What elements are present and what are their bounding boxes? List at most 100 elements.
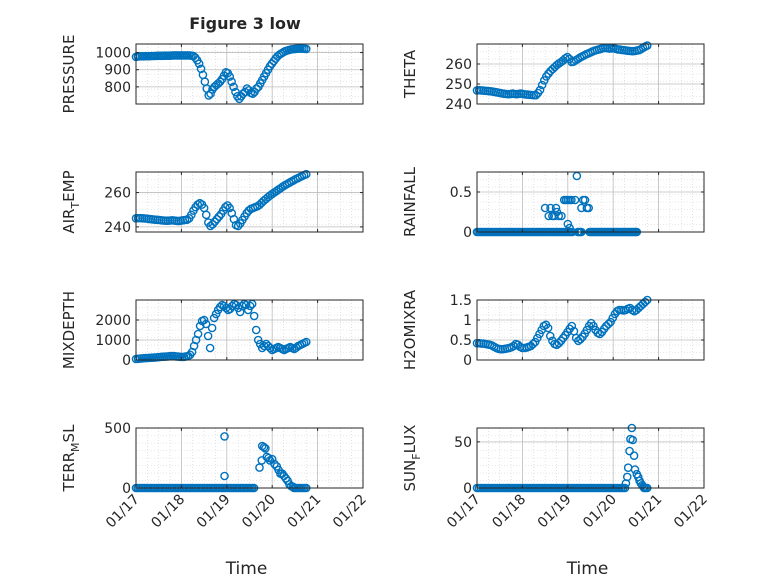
data-point <box>636 44 646 54</box>
data-point <box>554 211 564 221</box>
data-point <box>563 52 572 62</box>
data-point <box>551 203 561 213</box>
data-point <box>227 77 236 87</box>
data-point <box>204 91 213 100</box>
data-point <box>640 297 650 307</box>
y-tick-label: 0 <box>463 353 472 369</box>
data-point <box>557 211 566 221</box>
data-point <box>554 338 564 348</box>
data-point <box>243 305 253 315</box>
data-point <box>584 203 593 213</box>
data-point <box>580 195 590 205</box>
data-point <box>251 325 261 335</box>
data-point <box>288 482 298 492</box>
figure-title: Figure 3 low <box>189 14 301 33</box>
data-point <box>231 87 240 97</box>
subplot-6: 0 0.5 1 1.5 H2OMIXRA <box>401 289 705 370</box>
data-point <box>215 302 225 312</box>
data-point <box>193 329 203 339</box>
y-axis-label: THETA <box>401 49 419 99</box>
subplot-3: 240 260 AIRTEMP <box>60 169 364 236</box>
data-point <box>629 451 639 460</box>
y-tick-label: 260 <box>104 186 131 202</box>
data-point <box>245 301 255 311</box>
data-point <box>560 54 570 63</box>
y-axis-label: PRESSURE <box>60 35 78 114</box>
data-point <box>208 219 217 229</box>
data-point <box>205 343 215 353</box>
data-point <box>221 202 230 212</box>
data-point <box>630 465 640 474</box>
y-tick-label: 0 <box>122 353 131 369</box>
data-point <box>244 206 254 215</box>
data-point <box>537 80 547 90</box>
y-tick-label: 0 <box>463 481 472 497</box>
subplot-8: 01/17 01/18 01/19 01/20 01/21 01/22050SUNFLUX… <box>401 423 711 579</box>
data-point <box>201 319 211 329</box>
y-tick-label: 250 <box>445 77 472 93</box>
y-tick-label: 1.5 <box>450 293 472 309</box>
data-point <box>540 203 550 213</box>
axes-box <box>476 171 705 233</box>
data-point <box>220 471 229 481</box>
data-point <box>255 339 265 349</box>
data-point <box>210 217 220 227</box>
y-axis-label: AIRTEMP <box>60 170 82 233</box>
axes-box <box>135 427 364 489</box>
data-point <box>535 85 545 95</box>
y-tick-label: 1 <box>463 313 472 329</box>
data-point <box>570 195 580 205</box>
data-point <box>625 446 634 456</box>
data-point <box>531 90 541 100</box>
data-point <box>604 319 613 329</box>
data-point <box>545 331 555 341</box>
data-point <box>249 311 259 321</box>
data-point <box>595 329 605 339</box>
data-point <box>301 44 311 54</box>
y-tick-label: 240 <box>445 97 472 113</box>
data-point <box>544 211 554 221</box>
data-point <box>203 331 213 341</box>
data-point <box>567 195 576 205</box>
data-point <box>206 89 215 99</box>
data-point <box>214 212 224 221</box>
data-point <box>237 301 247 311</box>
data-point <box>187 210 196 220</box>
y-tick-label: 1000 <box>95 46 131 62</box>
y-tick-label: 900 <box>104 63 131 79</box>
y-axis-label: MIXDEPTH <box>60 291 78 369</box>
y-tick-label: 0 <box>122 481 131 497</box>
data-point <box>199 315 209 325</box>
y-axis-label: H2OMIXRA <box>401 289 419 370</box>
data-point <box>209 313 219 323</box>
subplot-2: 240 250 260 THETA <box>401 41 705 113</box>
x-axis-label: Time <box>225 559 268 579</box>
data-point <box>528 339 538 349</box>
data-point <box>206 221 215 231</box>
data-point <box>259 442 269 452</box>
data-point <box>569 57 578 66</box>
y-axis-label: TERRMSL <box>60 424 82 493</box>
data-point <box>233 303 243 313</box>
data-point <box>642 41 652 50</box>
data-point <box>281 474 291 483</box>
data-point <box>261 444 270 453</box>
y-tick-label: 0 <box>463 225 472 241</box>
x-axis-label: Time <box>566 559 609 579</box>
data-point <box>242 208 251 218</box>
data-point <box>265 343 275 353</box>
data-point <box>220 432 229 441</box>
y-axis-label: SUNFLUX <box>401 425 423 492</box>
data-point <box>201 210 211 220</box>
data-point <box>543 323 553 333</box>
y-tick-label: 1000 <box>95 333 131 349</box>
data-point <box>301 169 311 179</box>
data-point <box>223 201 232 210</box>
axes-box <box>135 171 364 233</box>
data-point <box>241 300 251 310</box>
data-point <box>225 203 234 213</box>
y-tick-label: 0.5 <box>450 333 472 349</box>
data-point <box>622 472 632 482</box>
